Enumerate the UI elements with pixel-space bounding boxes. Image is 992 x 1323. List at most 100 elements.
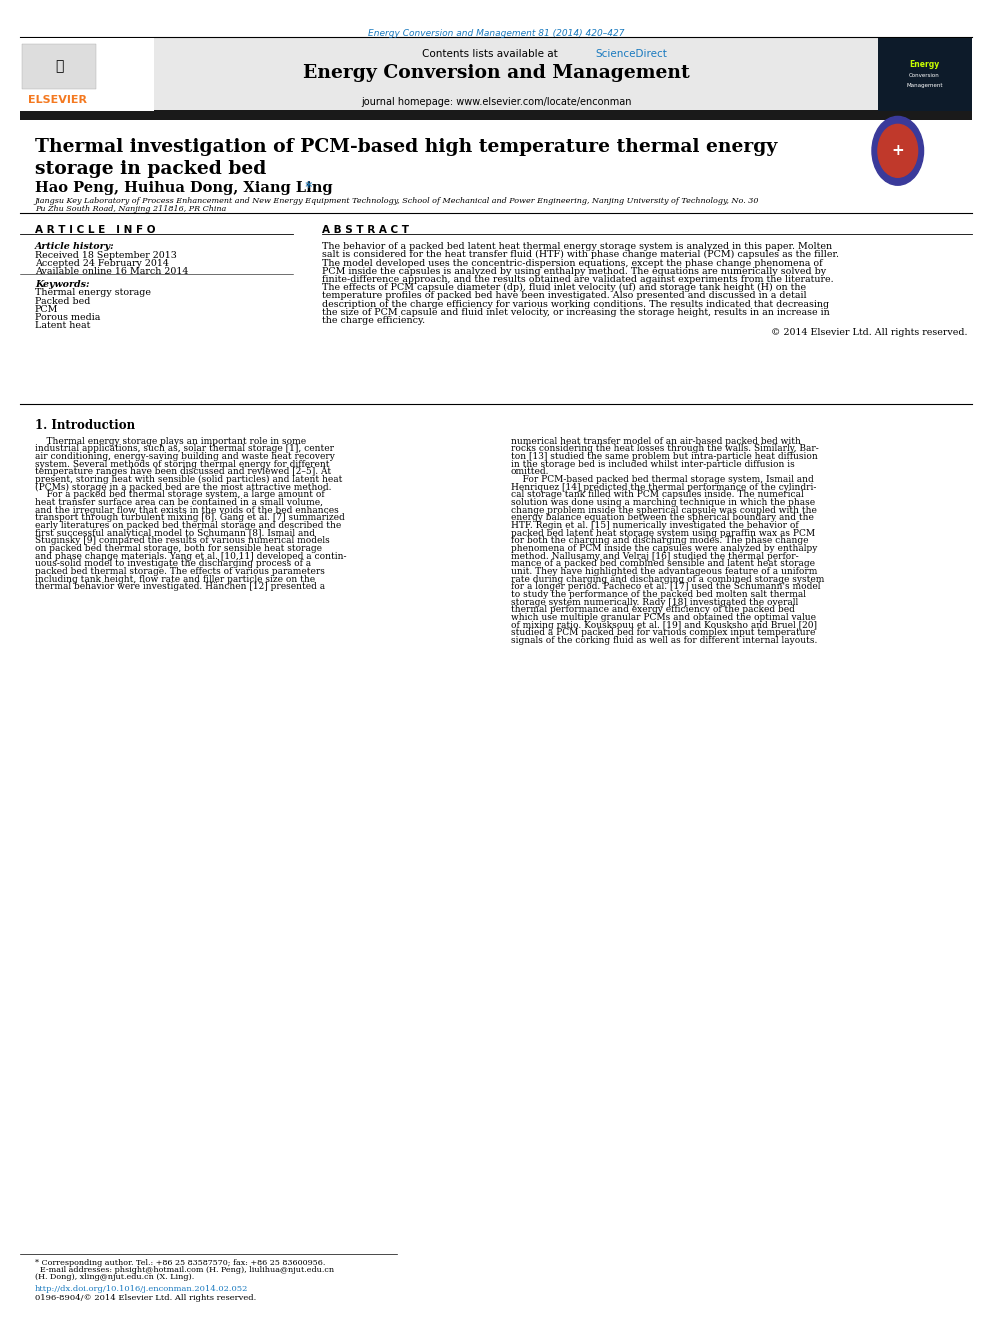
Text: Management: Management [907, 83, 942, 89]
Text: The behavior of a packed bed latent heat thermal energy storage system is analyz: The behavior of a packed bed latent heat… [322, 242, 832, 251]
Text: temperature profiles of packed bed have been investigated. Also presented and di: temperature profiles of packed bed have … [322, 291, 807, 300]
Text: ELSEVIER: ELSEVIER [28, 95, 86, 106]
Text: and phase change materials. Yang et al. [10,11] developed a contin-: and phase change materials. Yang et al. … [35, 552, 346, 561]
Circle shape [878, 124, 918, 177]
FancyBboxPatch shape [20, 38, 154, 111]
Text: For a packed bed thermal storage system, a large amount of: For a packed bed thermal storage system,… [35, 491, 324, 499]
Text: Stuginsky [9] compared the results of various numerical models: Stuginsky [9] compared the results of va… [35, 536, 329, 545]
Text: ton [13] studied the same problem but intra-particle heat diffusion: ton [13] studied the same problem but in… [511, 452, 817, 460]
Text: Received 18 September 2013: Received 18 September 2013 [35, 251, 177, 261]
Text: *: * [301, 181, 311, 196]
Text: Energy Conversion and Management 81 (2014) 420–427: Energy Conversion and Management 81 (201… [368, 29, 624, 38]
Text: the size of PCM capsule and fluid inlet velocity, or increasing the storage heig: the size of PCM capsule and fluid inlet … [322, 308, 830, 316]
Text: omitted.: omitted. [511, 467, 550, 476]
Text: CrossMark: CrossMark [880, 171, 916, 177]
Text: to study the performance of the packed bed molten salt thermal: to study the performance of the packed b… [511, 590, 806, 599]
Text: method. Nallusamy and Velraj [16] studied the thermal perfor-: method. Nallusamy and Velraj [16] studie… [511, 552, 799, 561]
Text: Energy: Energy [910, 60, 939, 69]
Text: A R T I C L E   I N F O: A R T I C L E I N F O [35, 225, 155, 235]
Text: Porous media: Porous media [35, 314, 100, 321]
Text: Accepted 24 February 2014: Accepted 24 February 2014 [35, 259, 169, 269]
Text: salt is considered for the heat transfer fluid (HTF) with phase change material : salt is considered for the heat transfer… [322, 250, 839, 259]
Text: which use multiple granular PCMs and obtained the optimal value: which use multiple granular PCMs and obt… [511, 613, 815, 622]
Text: mance of a packed bed combined sensible and latent heat storage: mance of a packed bed combined sensible … [511, 560, 814, 569]
Text: on packed bed thermal storage, both for sensible heat storage: on packed bed thermal storage, both for … [35, 544, 321, 553]
Text: finite-difference approach, and the results obtained are validated against exper: finite-difference approach, and the resu… [322, 275, 834, 284]
Text: unit. They have highlighted the advantageous feature of a uniform: unit. They have highlighted the advantag… [511, 568, 817, 576]
Text: description of the charge efficiency for various working conditions. The results: description of the charge efficiency for… [322, 299, 829, 308]
Text: and the irregular flow that exists in the voids of the bed enhances: and the irregular flow that exists in th… [35, 505, 338, 515]
Text: rocks considering the heat losses through the walls. Similarly, Bar-: rocks considering the heat losses throug… [511, 445, 818, 454]
Text: uous-solid model to investigate the discharging process of a: uous-solid model to investigate the disc… [35, 560, 310, 569]
Text: in the storage bed is included whilst inter-particle diffusion is: in the storage bed is included whilst in… [511, 459, 795, 468]
Text: heat transfer surface area can be contained in a small volume,: heat transfer surface area can be contai… [35, 497, 322, 507]
Text: (PCMs) storage in a packed bed are the most attractive method.: (PCMs) storage in a packed bed are the m… [35, 483, 331, 492]
Circle shape [872, 116, 924, 185]
Text: studied a PCM packed bed for various complex input temperature: studied a PCM packed bed for various com… [511, 628, 815, 638]
FancyBboxPatch shape [878, 38, 972, 111]
Text: journal homepage: www.elsevier.com/locate/enconman: journal homepage: www.elsevier.com/locat… [361, 97, 631, 107]
Text: For PCM-based packed bed thermal storage system, Ismail and: For PCM-based packed bed thermal storage… [511, 475, 813, 484]
Text: Contents lists available at: Contents lists available at [422, 49, 560, 60]
Text: Conversion: Conversion [910, 73, 939, 78]
Text: A B S T R A C T: A B S T R A C T [322, 225, 410, 235]
Text: +: + [892, 143, 904, 159]
Text: of mixing ratio. Kousksouu et al. [19] and Kousksho and Bruel [20]: of mixing ratio. Kousksouu et al. [19] a… [511, 620, 816, 630]
Text: Henriquez [14] predicted the thermal performance of the cylindri-: Henriquez [14] predicted the thermal per… [511, 483, 816, 492]
Text: packed bed thermal storage. The effects of various parameters: packed bed thermal storage. The effects … [35, 568, 324, 576]
Text: The effects of PCM capsule diameter (dp), fluid inlet velocity (uf) and storage : The effects of PCM capsule diameter (dp)… [322, 283, 806, 292]
Text: rate during charging and discharging of a combined storage system: rate during charging and discharging of … [511, 574, 824, 583]
Text: PCM inside the capsules is analyzed by using enthalpy method. The equations are : PCM inside the capsules is analyzed by u… [322, 267, 826, 275]
Text: Thermal energy storage: Thermal energy storage [35, 288, 151, 298]
Text: * Corresponding author. Tel.: +86 25 83587570; fax: +86 25 83600956.: * Corresponding author. Tel.: +86 25 835… [35, 1259, 325, 1267]
Text: (H. Dong), xling@njut.edu.cn (X. Ling).: (H. Dong), xling@njut.edu.cn (X. Ling). [35, 1273, 194, 1281]
Text: HTF. Regin et al. [15] numerically investigated the behavior of: HTF. Regin et al. [15] numerically inves… [511, 521, 799, 531]
Text: 0196-8904/© 2014 Elsevier Ltd. All rights reserved.: 0196-8904/© 2014 Elsevier Ltd. All right… [35, 1294, 256, 1302]
Text: © 2014 Elsevier Ltd. All rights reserved.: © 2014 Elsevier Ltd. All rights reserved… [771, 328, 967, 337]
Text: storage system numerically. Rady [18] investigated the overall: storage system numerically. Rady [18] in… [511, 598, 799, 607]
Text: http://dx.doi.org/10.1016/j.enconman.2014.02.052: http://dx.doi.org/10.1016/j.enconman.201… [35, 1285, 248, 1293]
Text: cal storage tank filled with PCM capsules inside. The numerical: cal storage tank filled with PCM capsule… [511, 491, 804, 499]
Text: Available online 16 March 2014: Available online 16 March 2014 [35, 267, 188, 277]
Text: early literatures on packed bed thermal storage and described the: early literatures on packed bed thermal … [35, 521, 341, 531]
FancyBboxPatch shape [20, 110, 972, 120]
FancyBboxPatch shape [20, 38, 972, 111]
Text: Pu Zhu South Road, Nanjing 211816, PR China: Pu Zhu South Road, Nanjing 211816, PR Ch… [35, 205, 226, 213]
Text: Thermal investigation of PCM-based high temperature thermal energy: Thermal investigation of PCM-based high … [35, 138, 777, 156]
Text: first successful analytical model to Schumann [8]. Ismail and: first successful analytical model to Sch… [35, 529, 314, 537]
Text: Packed bed: Packed bed [35, 296, 90, 306]
Text: temperature ranges have been discussed and reviewed [2–5]. At: temperature ranges have been discussed a… [35, 467, 331, 476]
Text: the charge efficiency.: the charge efficiency. [322, 316, 426, 325]
Text: for a longer period. Pacheco et al. [17] used the Schumann's model: for a longer period. Pacheco et al. [17]… [511, 582, 820, 591]
Text: packed bed latent heat storage system using paraffin wax as PCM: packed bed latent heat storage system us… [511, 529, 815, 537]
Text: The model developed uses the concentric-dispersion equations, except the phase c: The model developed uses the concentric-… [322, 258, 823, 267]
Text: air conditioning, energy-saving building and waste heat recovery: air conditioning, energy-saving building… [35, 452, 334, 460]
Text: PCM: PCM [35, 304, 59, 314]
Text: energy balance equation between the spherical boundary and the: energy balance equation between the sphe… [511, 513, 813, 523]
Text: including tank height, flow rate and filler particle size on the: including tank height, flow rate and fil… [35, 574, 314, 583]
Text: change problem inside the spherical capsule was coupled with the: change problem inside the spherical caps… [511, 505, 816, 515]
Text: E-mail addresses: phsight@hotmail.com (H. Peng), liulihua@njut.edu.cn: E-mail addresses: phsight@hotmail.com (H… [35, 1266, 334, 1274]
Text: for both the charging and discharging modes. The phase change: for both the charging and discharging mo… [511, 536, 808, 545]
Text: signals of the corking fluid as well as for different internal layouts.: signals of the corking fluid as well as … [511, 636, 817, 646]
Text: transport through turbulent mixing [6]. Gang et al. [7] summarized: transport through turbulent mixing [6]. … [35, 513, 344, 523]
Text: Article history:: Article history: [35, 242, 114, 251]
Text: Hao Peng, Huihua Dong, Xiang Ling: Hao Peng, Huihua Dong, Xiang Ling [35, 181, 332, 196]
Text: numerical heat transfer model of an air-based packed bed with: numerical heat transfer model of an air-… [511, 437, 801, 446]
Text: industrial applications, such as, solar thermal storage [1], center: industrial applications, such as, solar … [35, 445, 333, 454]
Text: phenomena of PCM inside the capsules were analyzed by enthalpy: phenomena of PCM inside the capsules wer… [511, 544, 817, 553]
FancyBboxPatch shape [22, 44, 96, 89]
Text: storage in packed bed: storage in packed bed [35, 160, 266, 179]
Text: thermal behavior were investigated. Hänchen [12] presented a: thermal behavior were investigated. Hänc… [35, 582, 324, 591]
Text: ScienceDirect: ScienceDirect [595, 49, 667, 60]
Text: Thermal energy storage plays an important role in some: Thermal energy storage plays an importan… [35, 437, 306, 446]
Text: Jiangsu Key Laboratory of Process Enhancement and New Energy Equipment Technolog: Jiangsu Key Laboratory of Process Enhanc… [35, 197, 759, 205]
Text: present, storing heat with sensible (solid particles) and latent heat: present, storing heat with sensible (sol… [35, 475, 342, 484]
Text: Energy Conversion and Management: Energy Conversion and Management [303, 64, 689, 82]
Text: system. Several methods of storing thermal energy for different: system. Several methods of storing therm… [35, 459, 329, 468]
Text: Keywords:: Keywords: [35, 280, 89, 290]
Text: 🌲: 🌲 [56, 60, 63, 73]
Text: Latent heat: Latent heat [35, 321, 90, 331]
Text: 1. Introduction: 1. Introduction [35, 419, 135, 433]
Text: thermal performance and exergy efficiency of the packed bed: thermal performance and exergy efficienc… [511, 606, 795, 614]
